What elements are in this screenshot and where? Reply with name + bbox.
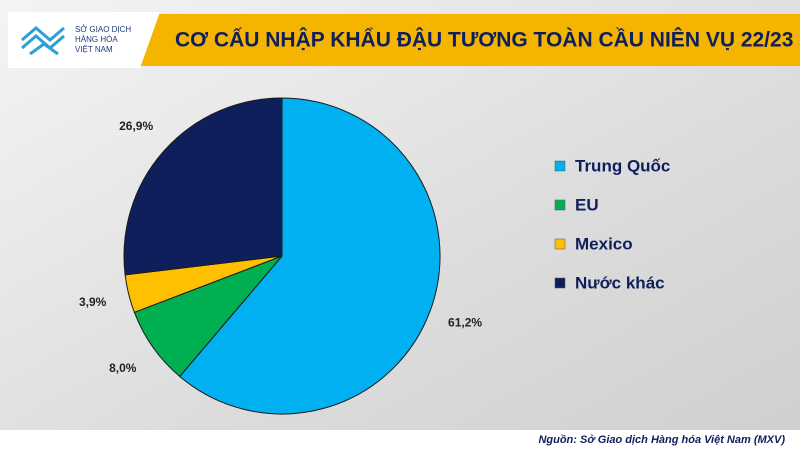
data-label: 61,2%	[448, 315, 482, 329]
pie-slice	[179, 97, 441, 415]
legend-swatch	[554, 238, 566, 250]
legend-label: Trung Quốc	[575, 156, 670, 175]
pie-slice	[123, 97, 283, 276]
logo-icon	[21, 26, 65, 56]
data-label: 3,9%	[79, 295, 107, 309]
logo-box	[8, 12, 160, 68]
legend-label: Mexico	[575, 234, 633, 253]
logo-text: SỞ GIAO DỊCH	[75, 25, 131, 34]
legend-swatch	[554, 199, 566, 211]
legend-label: Nước khác	[575, 273, 665, 292]
legend-swatch	[554, 277, 566, 289]
source: Nguồn: Sở Giao dịch Hàng hóa Việt Nam (M…	[538, 434, 785, 446]
title-band	[130, 14, 800, 66]
logo-text: VIỆT NAM	[75, 45, 113, 54]
data-label: 8,0%	[109, 361, 137, 375]
data-label: 26,9%	[119, 119, 153, 133]
chart-title: CƠ CẤU NHẬP KHẨU ĐẬU TƯƠNG TOÀN CẦU NIÊN…	[175, 28, 793, 52]
legend-swatch	[554, 160, 566, 172]
footer-band	[0, 430, 800, 450]
legend-label: EU	[575, 195, 599, 214]
logo-text: HÀNG HÓA	[75, 35, 118, 44]
